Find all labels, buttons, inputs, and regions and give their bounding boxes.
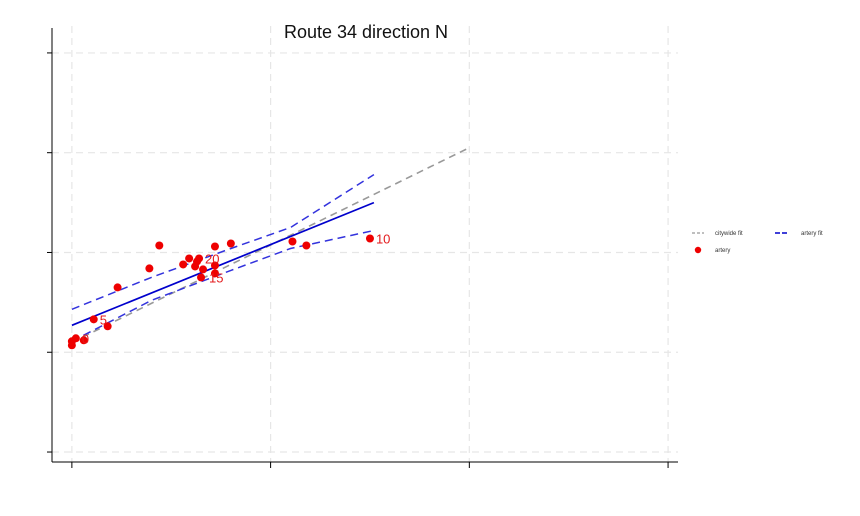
data-point	[103, 322, 112, 331]
data-point	[199, 265, 208, 274]
point-label: 20	[205, 251, 219, 266]
data-point	[226, 239, 235, 248]
data-point	[302, 241, 311, 250]
data-point	[71, 334, 80, 343]
grid	[52, 26, 678, 462]
legend: citywide fit artery fit artery	[692, 231, 823, 254]
point-labels: 05 10 15 20	[82, 232, 391, 347]
data-point	[365, 234, 374, 243]
series-points	[67, 234, 374, 350]
artery-ci-upper-line	[71, 173, 375, 310]
data-point	[185, 254, 194, 263]
data-point	[89, 315, 98, 324]
chart-title: Route 34 direction N	[284, 22, 448, 42]
axes	[47, 28, 678, 468]
legend-artery-swatch	[694, 246, 702, 254]
point-label: 5	[100, 312, 107, 327]
data-point	[210, 242, 219, 251]
data-point	[113, 283, 122, 292]
data-point	[210, 269, 219, 278]
data-point	[195, 254, 204, 263]
artery-fit-line	[71, 201, 375, 327]
data-point	[179, 260, 188, 269]
data-point	[145, 264, 154, 273]
point-label: 10	[376, 232, 390, 247]
data-point	[155, 241, 164, 250]
series-lines	[71, 146, 470, 344]
artery-ci-lower-line	[71, 229, 375, 342]
point-label: 15	[209, 270, 223, 285]
data-point	[197, 273, 206, 282]
data-point	[79, 336, 88, 345]
point-label: 0	[82, 331, 89, 346]
legend-artery-label: artery	[715, 248, 730, 254]
data-point	[210, 261, 219, 270]
legend-citywide-label: citywide fit	[715, 231, 743, 237]
legend-artery-fit-label: artery fit	[801, 231, 823, 237]
data-point	[288, 237, 297, 246]
